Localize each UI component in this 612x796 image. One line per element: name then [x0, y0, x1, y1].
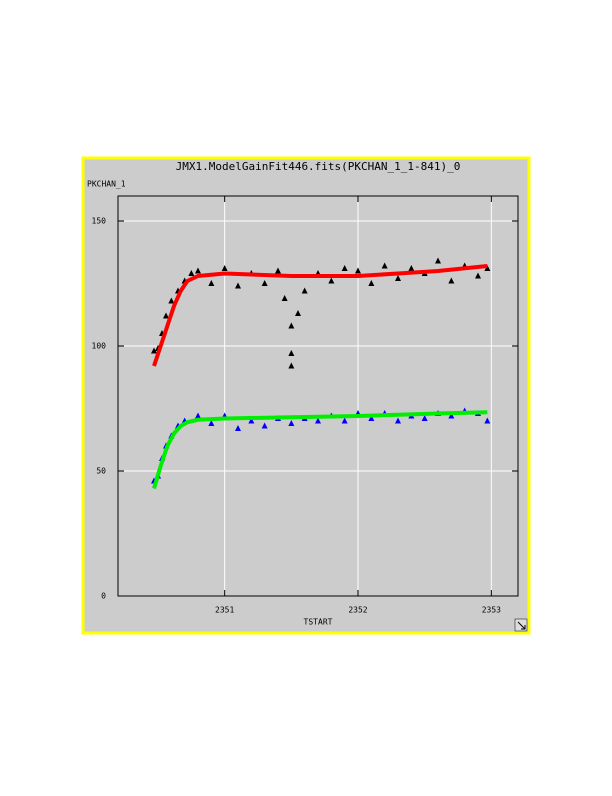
- data-point: [421, 415, 428, 421]
- x-tick-label: 2352: [348, 606, 367, 615]
- data-point: [355, 267, 361, 274]
- data-point: [275, 267, 281, 274]
- data-point: [195, 412, 201, 419]
- panel: [81, 156, 531, 635]
- x-tick-label: 2353: [482, 606, 501, 615]
- data-point: [261, 280, 268, 286]
- y-tick-label: 100: [92, 342, 107, 351]
- data-point: [395, 275, 401, 281]
- data-point: [341, 417, 348, 424]
- data-point: [248, 417, 255, 424]
- data-point: [295, 310, 301, 316]
- data-point: [315, 417, 321, 424]
- data-point: [163, 312, 169, 319]
- x-axis-label: TSTART: [304, 618, 333, 627]
- data-point: [341, 265, 348, 271]
- y-tick-label: 50: [96, 467, 106, 476]
- data-point: [368, 280, 375, 286]
- data-point: [328, 277, 335, 284]
- data-point: [168, 297, 175, 304]
- fit-line: [152, 264, 488, 367]
- plot-area: 0 50 100 150 2351 2352 2353: [92, 196, 518, 615]
- data-point: [261, 422, 268, 429]
- data-point: [221, 265, 228, 271]
- resize-icon[interactable]: [514, 618, 528, 632]
- y-tick-label: 150: [92, 217, 107, 226]
- data-point: [301, 287, 308, 294]
- y-axis-label: PKCHAN_1: [87, 180, 126, 189]
- data-point: [395, 417, 401, 424]
- data-point: [484, 417, 491, 424]
- data-point: [195, 267, 201, 274]
- data-point: [448, 412, 455, 419]
- data-point: [288, 350, 295, 356]
- fit-line: [152, 410, 488, 490]
- data-point: [208, 280, 215, 286]
- data-point: [151, 347, 157, 354]
- y-tick-label: 0: [101, 592, 106, 601]
- data-point: [381, 262, 388, 269]
- data-point: [435, 257, 441, 264]
- data-point: [408, 265, 415, 271]
- chart-title: JMX1.ModelGainFit446.fits(PKCHAN_1_1-841…: [176, 160, 461, 173]
- data-point: [288, 322, 295, 329]
- data-point: [448, 277, 455, 284]
- data-point: [208, 420, 215, 426]
- data-point: [368, 415, 375, 421]
- data-point: [235, 425, 241, 431]
- data-point: [475, 272, 481, 279]
- plot-frame: [117, 195, 519, 597]
- data-point: [235, 282, 241, 289]
- data-point: [288, 420, 295, 426]
- x-tick-label: 2351: [215, 606, 234, 615]
- data-point: [288, 362, 295, 369]
- resize-arrow: [517, 621, 526, 630]
- data-point: [188, 270, 195, 276]
- data-point: [281, 295, 288, 301]
